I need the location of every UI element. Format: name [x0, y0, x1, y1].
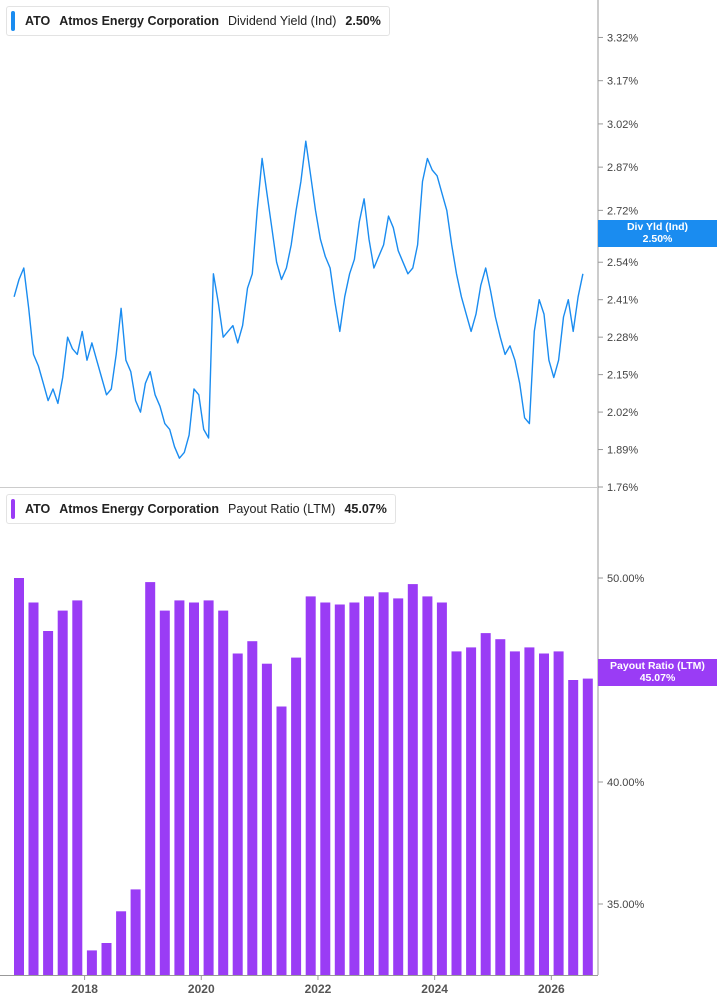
payout-ratio-bar — [43, 631, 54, 975]
legend-value: 2.50% — [345, 14, 381, 28]
payout-ratio-bar — [159, 610, 170, 975]
payout-ratio-bar — [436, 602, 447, 975]
legend-company: Atmos Energy Corporation — [59, 502, 219, 516]
y-tick-label: 2.54% — [607, 257, 638, 269]
payout-ratio-swatch — [11, 499, 15, 519]
dividend-yield-swatch — [11, 11, 15, 31]
payout-ratio-bar — [451, 651, 462, 975]
badge-label: Payout Ratio (LTM) — [610, 660, 705, 672]
payout-ratio-bar — [349, 602, 360, 975]
x-tick-label: 2026 — [538, 982, 565, 996]
payout-ratio-bar — [364, 596, 374, 975]
payout-ratio-bar — [276, 706, 287, 975]
y-tick-label: 2.02% — [607, 407, 638, 419]
payout-ratio-bar — [305, 596, 316, 975]
y-tick-label: 2.41% — [607, 295, 638, 307]
payout-ratio-bar — [320, 602, 331, 975]
y-tick-label: 1.89% — [607, 445, 638, 457]
payout-ratio-bar — [334, 604, 345, 975]
payout-ratio-bar — [86, 950, 97, 975]
y-tick-label: 3.32% — [607, 32, 638, 44]
y-tick-label: 2.87% — [607, 162, 638, 174]
payout-ratio-bar — [116, 911, 127, 975]
badge-label: Div Yld (Ind) — [626, 221, 689, 233]
payout-ratio-bar — [378, 592, 389, 975]
payout-ratio-bar — [130, 889, 141, 975]
payout-ratio-bar — [57, 610, 68, 975]
y-tick-label: 1.76% — [607, 482, 638, 494]
payout-ratio-bar — [495, 639, 506, 975]
payout-ratio-legend: ATO Atmos Energy Corporation Payout Rati… — [6, 494, 396, 524]
dividend-yield-line — [13, 140, 584, 459]
payout-ratio-bar — [291, 657, 302, 975]
payout-ratio-bar — [218, 610, 229, 975]
legend-metric: Payout Ratio (LTM) — [227, 502, 336, 516]
legend-company: Atmos Energy Corporation — [59, 14, 219, 28]
x-tick-label: 2022 — [305, 982, 332, 996]
payout-ratio-bar — [480, 633, 491, 975]
time-axis: 2018 2020 2022 2024 2026 — [71, 975, 565, 996]
x-tick-label: 2020 — [188, 982, 215, 996]
payout-ratio-bar — [145, 582, 156, 975]
payout-ratio-bar — [407, 584, 418, 975]
payout-ratio-bar — [524, 647, 535, 975]
payout-ratio-value-badge: Payout Ratio (LTM) 45.07% — [598, 659, 717, 686]
y-tick-label: 2.15% — [607, 370, 638, 382]
payout-ratio-bar — [582, 678, 593, 975]
payout-ratio-bar — [203, 600, 214, 975]
badge-value: 45.07% — [639, 672, 676, 684]
payout-ratio-bar — [101, 943, 112, 975]
payout-ratio-plot — [14, 578, 593, 975]
payout-ratio-bar — [247, 641, 258, 975]
payout-ratio-bar — [509, 651, 520, 975]
payout-ratio-axis: 50.00% 40.00% 35.00% — [598, 573, 645, 911]
y-tick-label: 40.00% — [607, 777, 645, 789]
payout-ratio-bar — [174, 600, 185, 975]
legend-metric: Dividend Yield (Ind) — [227, 14, 337, 28]
payout-ratio-bar — [189, 602, 199, 975]
x-tick-label: 2018 — [71, 982, 98, 996]
y-tick-label: 35.00% — [607, 899, 645, 911]
payout-ratio-bar — [568, 680, 579, 975]
payout-ratio-bar — [539, 653, 549, 975]
legend-value: 45.07% — [344, 502, 387, 516]
dividend-yield-axis: 3.32%3.17%3.02%2.87%2.72%2.67%2.54%2.41%… — [598, 32, 638, 494]
dividend-yield-value-badge: Div Yld (Ind) 2.50% — [598, 220, 717, 247]
y-tick-label: 2.28% — [607, 332, 638, 344]
payout-ratio-bar — [72, 600, 83, 975]
y-tick-label: 2.72% — [607, 205, 638, 217]
payout-ratio-bar — [28, 602, 39, 975]
legend-ticker: ATO — [25, 502, 51, 516]
payout-ratio-bar — [393, 598, 404, 975]
dividend-yield-legend: ATO Atmos Energy Corporation Dividend Yi… — [6, 6, 390, 36]
badge-value: 2.50% — [642, 233, 673, 245]
y-tick-label: 3.02% — [607, 119, 638, 131]
payout-ratio-bar — [553, 651, 564, 975]
y-tick-label: 50.00% — [607, 573, 645, 585]
payout-ratio-bar — [466, 647, 477, 975]
legend-ticker: ATO — [25, 14, 51, 28]
payout-ratio-bar — [232, 653, 243, 975]
dividend-yield-plot — [13, 140, 584, 459]
x-tick-label: 2024 — [421, 982, 448, 996]
payout-ratio-bar — [422, 596, 433, 975]
payout-ratio-bar — [14, 578, 24, 975]
payout-ratio-bar — [261, 663, 272, 975]
y-tick-label: 3.17% — [607, 76, 638, 88]
